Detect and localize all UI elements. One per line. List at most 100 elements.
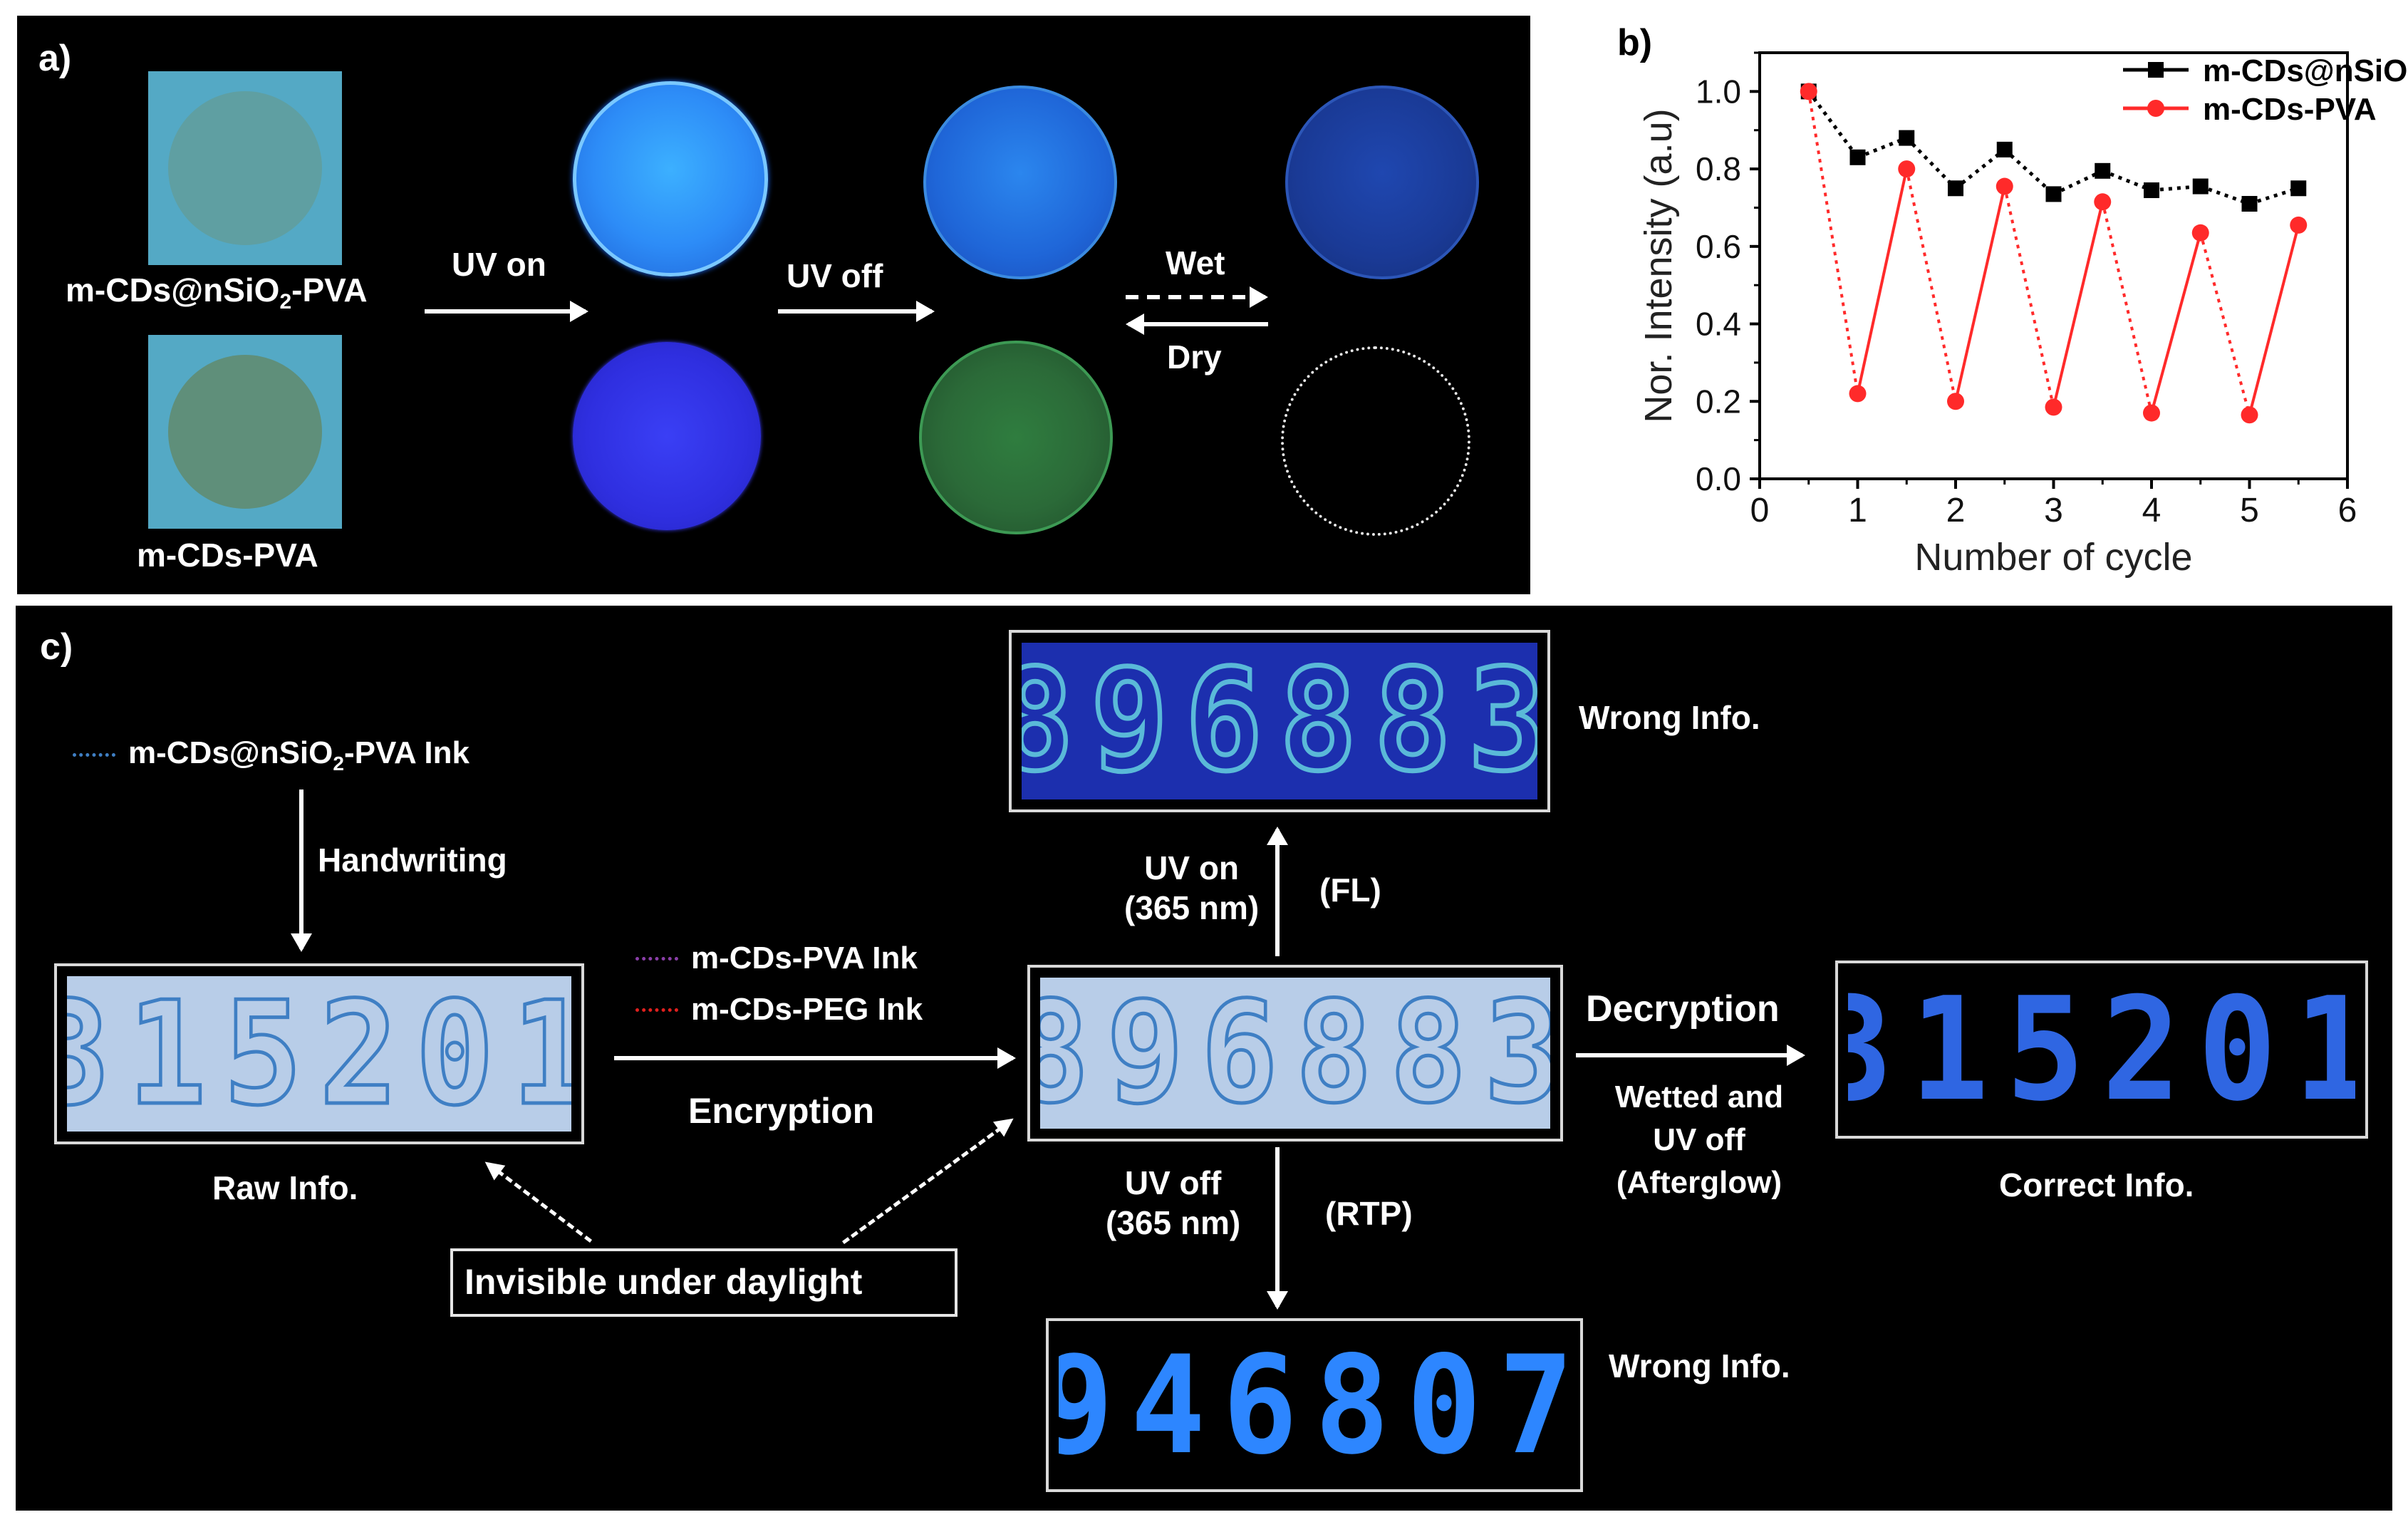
invisible-box: Invisible under daylight: [450, 1248, 958, 1317]
data-point-circle: [2290, 216, 2308, 234]
ink-legend-pva: m-CDs-PVA Ink: [635, 941, 918, 976]
x-axis-label: Number of cycle: [1914, 536, 2192, 579]
series-line-1: [1954, 186, 2006, 402]
uv-on-label: UV on (365 nm): [1124, 849, 1260, 926]
panel-c: c) m-CDs@nSiO2-PVA Ink Handwriting 31520…: [16, 606, 2392, 1511]
panel-c-label: c): [40, 626, 73, 668]
film-pva-wet-outline: [1281, 346, 1470, 536]
series-line-0: [2003, 148, 2055, 196]
ink-label-nsio2: m-CDs@nSiO2-PVA Ink: [128, 735, 469, 775]
ink-label-peg: m-CDs-PEG Ink: [691, 992, 923, 1027]
data-point-circle: [2241, 406, 2258, 424]
film-nsio2-wet: [1285, 86, 1479, 279]
data-point-circle: [1898, 160, 1916, 178]
sample-label-pva: m-CDs-PVA: [137, 537, 318, 574]
fl-info-box: 896883: [1009, 630, 1550, 812]
encrypted-info-digits: 896883: [1040, 978, 1550, 1129]
ink-swatch-purple: [635, 956, 678, 961]
series-line-1: [1856, 168, 1909, 394]
series-line-0: [1954, 147, 2006, 190]
decryption-note: Wetted and UV off (Afterglow): [1614, 1080, 1784, 1200]
data-point-circle: [2191, 224, 2209, 242]
encryption-label: Encryption: [688, 1091, 875, 1131]
step-uv-on: UV on: [452, 246, 546, 283]
wrong-info-bottom: Wrong Info.: [1609, 1347, 1790, 1384]
arrow-uv-on: [425, 301, 588, 322]
data-point-square: [2095, 162, 2111, 179]
arrow-encryption: [614, 1047, 1016, 1069]
data-point-circle: [2094, 193, 2112, 211]
arrow-dry: [1126, 314, 1268, 335]
data-point-square: [2045, 186, 2062, 202]
panel-a: a) m-CDs@nSiO2-PVA m-CDs-PVA UV on UV of…: [17, 16, 1530, 594]
encrypted-info-box: 896883: [1027, 965, 1563, 1142]
correct-info-label: Correct Info.: [1999, 1166, 2194, 1203]
y-tick-label: 0.6: [1696, 228, 1741, 265]
data-point-square: [1849, 149, 1866, 165]
y-axis-label: Nor. Intensity (a.u): [1637, 108, 1680, 423]
dash-arrow-to-raw: [487, 1162, 593, 1243]
fl-info-digits: 896883: [1022, 643, 1537, 799]
x-tick-label: 5: [2240, 492, 2259, 529]
series-line-0: [1807, 90, 1859, 159]
arrow-handwriting: [291, 790, 312, 952]
invisible-label: Invisible under daylight: [465, 1262, 863, 1302]
correct-info-box: 315201: [1835, 961, 2368, 1139]
series-line-1: [2052, 201, 2105, 408]
arrow-decryption: [1576, 1045, 1805, 1066]
raw-info-label: Raw Info.: [212, 1169, 358, 1206]
data-point-square: [1899, 130, 1915, 146]
legend-marker-square: [2148, 62, 2164, 78]
ink-swatch-blue: [73, 753, 115, 757]
wrong-info-top: Wrong Info.: [1579, 699, 1760, 736]
arrow-uv-off-rtp: [1267, 1147, 1288, 1310]
dash-arrow-to-encrypted: [842, 1119, 1012, 1245]
series-line-1: [1807, 91, 1859, 394]
x-tick-label: 4: [2142, 492, 2162, 529]
data-point-circle: [1800, 83, 1817, 100]
rtp-label: (RTP): [1325, 1195, 1413, 1232]
film-nsio2-uv-on: [573, 81, 768, 276]
series-line-1: [2248, 224, 2300, 415]
background-print: [157, 90, 336, 244]
x-tick-label: 6: [2338, 492, 2357, 529]
panel-b-label: b): [1617, 22, 1653, 63]
x-tick-label: 1: [1848, 492, 1867, 529]
series-line-0: [2102, 169, 2152, 192]
legend-label-0: m-CDs@nSiO2-PVA: [2203, 53, 2408, 93]
data-point-square: [2241, 196, 2258, 212]
y-tick-label: 0.4: [1696, 306, 1741, 343]
correct-info-digits: 315201: [1848, 973, 2355, 1126]
data-point-circle: [1947, 393, 1964, 410]
x-tick-label: 2: [1946, 492, 1966, 529]
rtp-info-digits: 946807: [1059, 1331, 1570, 1479]
series-line-1: [2199, 232, 2251, 415]
data-point-square: [2144, 182, 2159, 198]
ink-legend-peg: m-CDs-PEG Ink: [635, 992, 923, 1027]
film-nsio2-uv-off: [923, 86, 1117, 279]
raw-info-digits: 315201: [67, 976, 571, 1132]
arrow-uv-off: [778, 301, 935, 322]
series-line-0: [2248, 186, 2300, 206]
handwriting-label: Handwriting: [318, 842, 507, 879]
data-point-circle: [1849, 385, 1867, 403]
y-tick-label: 0.0: [1696, 460, 1741, 497]
cycle-intensity-chart: 0 1 2 3 4 5 6 0.0 0.2 0.4 0.6 0.8 1.0 Number of cycle…: [1637, 51, 2408, 579]
data-point-square: [1996, 141, 2013, 157]
decryption-label: Decryption: [1586, 988, 1780, 1030]
data-point-square: [2192, 178, 2209, 195]
series-line-0: [2052, 169, 2104, 196]
y-tick-label: 0.8: [1696, 150, 1741, 187]
sample-photo-pva: [148, 335, 342, 529]
series-line-0: [1857, 136, 1908, 160]
ink-legend-nsio2: m-CDs@nSiO2-PVA Ink: [73, 735, 469, 775]
raw-info-box: 315201: [54, 963, 584, 1144]
data-point-circle: [2045, 398, 2062, 416]
y-tick-label: 0.2: [1696, 383, 1741, 420]
panel-a-label: a): [38, 38, 72, 79]
x-tick-label: 3: [2044, 492, 2063, 529]
rtp-info-box: 946807: [1046, 1318, 1583, 1492]
x-tick-label: 0: [1750, 492, 1770, 529]
series-line-1: [2003, 186, 2055, 408]
ink-swatch-red: [635, 1008, 678, 1012]
